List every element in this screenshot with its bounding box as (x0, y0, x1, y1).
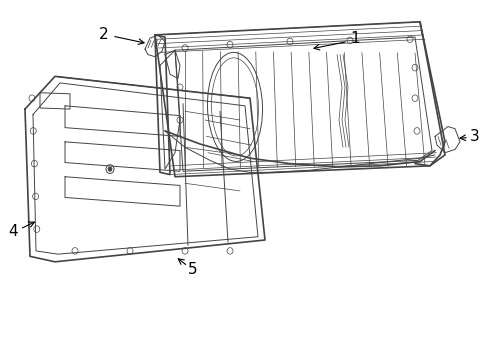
Text: 4: 4 (8, 224, 18, 239)
Text: 2: 2 (98, 27, 108, 42)
Text: 3: 3 (469, 129, 479, 144)
Circle shape (108, 167, 112, 171)
Text: 1: 1 (349, 31, 359, 46)
Text: 5: 5 (187, 262, 197, 277)
